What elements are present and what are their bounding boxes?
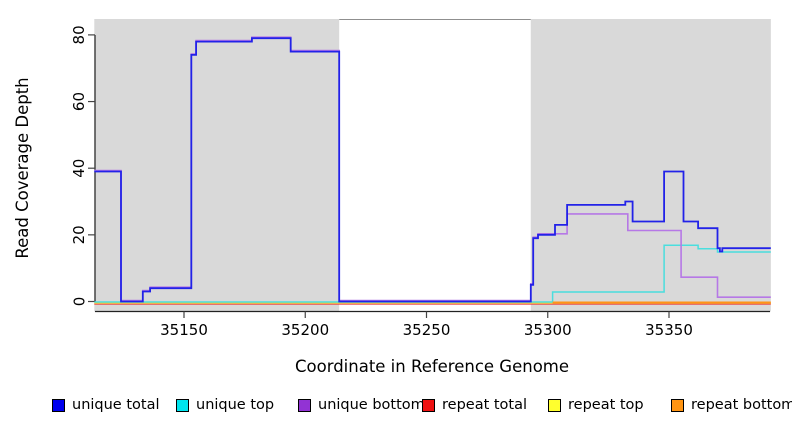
y-tick-label: 20 [70, 225, 88, 244]
legend-swatch [422, 398, 435, 412]
y-tick-label: 40 [70, 159, 88, 178]
legend-item-repeat-total: repeat total [422, 397, 527, 413]
legend-label: repeat bottom [691, 397, 792, 413]
legend-swatch [176, 398, 189, 412]
legend-swatch [548, 398, 561, 412]
series-line-unique-top [94, 244, 771, 303]
legend-label: unique top [196, 397, 275, 413]
y-tick-label: 0 [70, 297, 88, 307]
x-tick-label: 35200 [281, 321, 329, 339]
x-axis-title: Coordinate in Reference Genome [295, 357, 569, 376]
legend-label: unique total [72, 397, 160, 413]
legend-label: repeat top [568, 397, 644, 413]
legend-swatch [671, 398, 684, 412]
legend-label: repeat total [442, 397, 528, 413]
x-tick-label: 35150 [160, 321, 208, 339]
masked-region [530, 19, 771, 312]
x-tick-label: 35250 [403, 321, 451, 339]
legend-swatch [298, 398, 311, 412]
x-tick-label: 35300 [524, 321, 572, 339]
legend-item-unique-bottom: unique bottom [298, 397, 425, 413]
y-tick-label: 60 [70, 92, 88, 111]
legend-label: unique bottom [318, 397, 425, 413]
series-line-unique-total [94, 37, 771, 303]
legend-item-repeat-top: repeat top [548, 397, 644, 413]
legend-item-unique-total: unique total [52, 397, 160, 413]
legend-item-unique-top: unique top [176, 397, 274, 413]
legend-swatch [52, 398, 65, 412]
y-axis-title: Read Coverage Depth [13, 77, 32, 258]
x-tick-label: 35350 [645, 321, 693, 339]
y-tick-label: 80 [70, 25, 88, 44]
masked-region [94, 19, 340, 312]
legend-item-repeat-bottom: repeat bottom [671, 397, 792, 413]
